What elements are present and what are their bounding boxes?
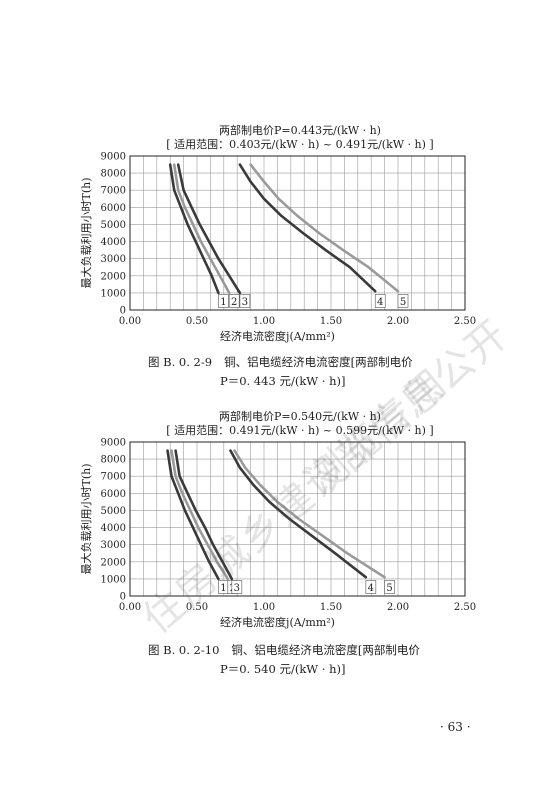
y-tick-label: 2000: [101, 557, 126, 568]
series-line-5: [233, 449, 386, 579]
series-line-1: [166, 449, 220, 581]
figure-caption: 图 B. 0. 2-9 铜、铝电缆经济电流密度[两部制电价: [148, 353, 413, 371]
series-label-3: 3: [242, 297, 248, 308]
figure-caption-continued: P＝0. 540 元/(kW · h)]: [220, 662, 346, 676]
figure-caption-continued: P＝0. 443 元/(kW · h)]: [220, 374, 346, 388]
chart-subtitle: [ 适用范围：0.491元/(kW · h) ~ 0.599元/(kW · h)…: [166, 424, 434, 437]
y-tick-label: 5000: [101, 220, 126, 231]
x-tick-label: 0.00: [119, 316, 141, 327]
y-tick-label: 4000: [101, 523, 126, 534]
y-tick-label: 1000: [101, 574, 126, 585]
series-label-1: 1: [220, 583, 226, 594]
y-axis-label: 最大负载利用小时T(h): [79, 463, 93, 574]
x-axis-label: 经济电流密度j(A/mm²): [220, 615, 335, 629]
y-tick-label: 3000: [101, 540, 126, 551]
y-axis-label: 最大负载利用小时T(h): [79, 177, 93, 288]
figure-number: 图 B. 0. 2-9: [148, 355, 213, 369]
series-line-3: [174, 449, 234, 581]
chart-title: 两部制电价P=0.540元/(kW · h): [219, 410, 381, 423]
y-tick-label: 5000: [101, 506, 126, 517]
figure-caption-text: 铜、铝电缆经济电流密度[两部制电价: [231, 643, 420, 657]
chart-subtitle: [ 适用范围：0.403元/(kW · h) ~ 0.491元/(kW · h)…: [166, 138, 434, 151]
y-tick-label: 4000: [101, 237, 126, 248]
series-label-box: [239, 294, 251, 308]
y-tick-label: 9000: [101, 438, 126, 449]
y-tick-label: 1000: [101, 288, 126, 299]
page-number: · 63 ·: [440, 720, 471, 734]
line-chart-svg: 0.00 0.50 1.00 1.50 2.00 2.50 0 1000 2000 3000 400…: [79, 438, 476, 630]
series-label-1: 1: [220, 297, 226, 308]
x-tick-label: 2.50: [454, 316, 476, 327]
x-axis-label: 经济电流密度j(A/mm²): [220, 329, 335, 343]
figure-caption: 图 B. 0. 2-10 铜、铝电缆经济电流密度[两部制电价: [148, 641, 420, 659]
x-tick-label: 2.00: [387, 602, 409, 613]
y-tick-label: 8000: [101, 455, 126, 466]
series-label-4: 4: [368, 583, 374, 594]
y-tick-label: 0: [120, 592, 126, 603]
x-tick-label: 1.00: [253, 316, 275, 327]
series-label-2: 2: [231, 297, 237, 308]
y-tick-label: 8000: [101, 169, 126, 180]
series-line-2: [170, 449, 230, 581]
x-tick-label: 1.50: [320, 316, 342, 327]
x-tick-label: 0.50: [186, 602, 208, 613]
x-tick-label: 2.50: [454, 602, 476, 613]
y-tick-label: 0: [120, 306, 126, 317]
plot-frame: [129, 155, 466, 311]
series-label-box: [397, 294, 409, 308]
x-tick-label: 0.50: [186, 316, 208, 327]
series-label-5: 5: [386, 583, 392, 594]
chart-title: 两部制电价P=0.443元/(kW · h): [219, 124, 381, 137]
x-tick-label: 1.00: [253, 602, 275, 613]
figure-caption-text: 铜、铝电缆经济电流密度[两部制电价: [224, 355, 413, 369]
series-label-box: [384, 580, 395, 594]
y-tick-label: 6000: [101, 203, 126, 214]
series-line-4: [238, 163, 377, 293]
series-label-box: [374, 294, 386, 308]
series-line-3: [176, 163, 242, 295]
x-tick-label: 0.00: [119, 602, 141, 613]
series-label-3: 3: [234, 583, 240, 594]
x-tick-label: 2.00: [387, 316, 409, 327]
y-tick-label: 3000: [101, 254, 126, 265]
y-tick-label: 9000: [101, 152, 126, 163]
series-label-5: 5: [400, 297, 406, 308]
figure-number: 图 B. 0. 2-10: [148, 643, 220, 657]
series-label-4: 4: [377, 297, 383, 308]
y-tick-label: 6000: [101, 489, 126, 500]
series-line-2: [172, 163, 231, 295]
line-chart-svg: 0.00 0.50 1.00 1.50 2.00 2.50 0 1000 2000 3000 400…: [79, 152, 476, 344]
y-tick-label: 7000: [101, 186, 126, 197]
series-line-4: [229, 449, 368, 579]
x-tick-label: 1.50: [320, 602, 342, 613]
series-line-5: [249, 163, 400, 293]
series-label-box: [228, 294, 240, 308]
plot-frame: [129, 441, 466, 597]
series-label-box: [231, 580, 243, 594]
series-line-1: [168, 163, 220, 295]
y-tick-label: 7000: [101, 472, 126, 483]
series-label-box: [365, 580, 377, 594]
series-label-box: [218, 294, 229, 308]
y-tick-label: 2000: [101, 271, 126, 282]
